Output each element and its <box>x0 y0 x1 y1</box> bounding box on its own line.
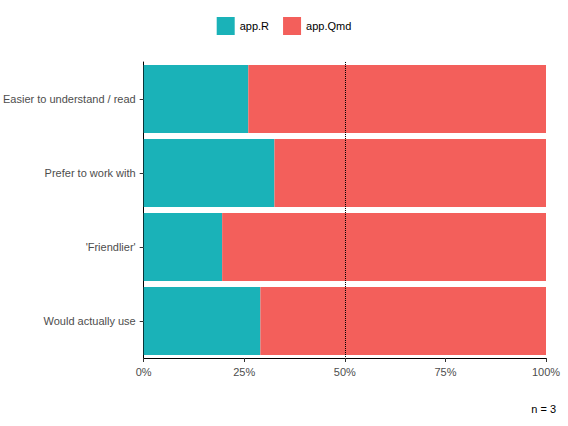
svg-text:n = 3: n = 3 <box>531 403 556 415</box>
svg-text:app.Qmd: app.Qmd <box>306 20 351 32</box>
svg-text:50%: 50% <box>334 366 356 378</box>
svg-text:Easier to understand / read: Easier to understand / read <box>3 93 136 105</box>
svg-text:75%: 75% <box>434 366 456 378</box>
svg-text:0%: 0% <box>136 366 152 378</box>
svg-text:'Friendlier': 'Friendlier' <box>86 241 136 253</box>
svg-text:Prefer to work with: Prefer to work with <box>45 167 136 179</box>
svg-text:Would actually use: Would actually use <box>44 315 136 327</box>
svg-text:25%: 25% <box>233 366 255 378</box>
svg-text:100%: 100% <box>532 366 560 378</box>
svg-text:app.R: app.R <box>240 20 269 32</box>
